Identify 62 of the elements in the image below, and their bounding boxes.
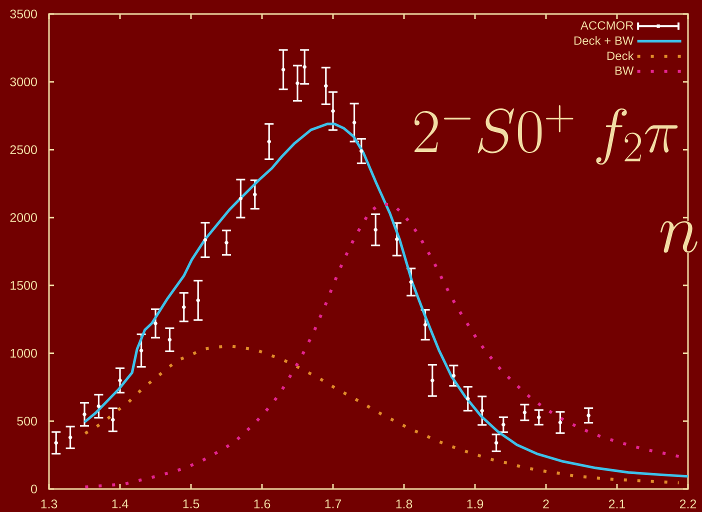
y-tick-label: 1000 [10,348,37,358]
x-tick-label: 1.6 [254,500,270,508]
x-tick-label: 2.1 [608,500,626,508]
legend-label: BW [615,66,634,75]
point [238,196,243,200]
point [154,322,158,326]
point [139,348,144,352]
point [331,109,335,113]
y-tick-label: 3000 [10,77,37,86]
x-tick-label: 2 [543,500,549,508]
y-tick-label: 2000 [10,213,37,222]
point [296,81,300,86]
point [423,322,428,327]
point [466,396,470,401]
x-tick-label: 1.8 [396,500,412,508]
point [360,149,364,153]
x-tick-label: 1.3 [41,500,58,508]
point [68,436,72,440]
point [352,120,356,124]
point [118,378,122,382]
point [224,240,228,245]
point [196,298,200,302]
point [182,305,186,310]
point [480,408,484,413]
point [501,422,506,427]
point [281,68,286,72]
point [522,410,527,414]
point [253,192,257,196]
x-tick-label: 1.4 [112,500,128,508]
point [586,414,590,418]
point [82,412,86,416]
point [537,415,541,420]
x-tick-label: 1.5 [183,500,200,508]
point [558,420,562,424]
x-tick-label: 1.7 [325,500,342,508]
y-tick-label: 1500 [10,281,37,290]
point [324,84,328,88]
y-tick-label: 500 [17,416,37,426]
legend-label: Deck + BW [574,36,634,45]
y-tick-label: 2500 [10,145,37,154]
x-tick-label: 2.2 [680,500,696,508]
annotation: $2^{-}S0^{+}\;f_{2}\pi$ [414,105,678,165]
point [267,140,271,144]
line-series [84,344,680,484]
point [374,228,378,232]
y-tick-label: 0 [31,484,37,494]
point [203,238,208,242]
point [409,280,413,284]
point [395,237,399,242]
legend-label: ACCMOR [580,21,634,30]
point [302,65,306,69]
annotation: $n$ [660,221,698,253]
point [111,418,115,422]
y-tick-label: 3500 [10,10,37,18]
point [168,338,172,342]
point [494,440,498,445]
point [430,378,434,382]
point [452,374,456,378]
point [54,440,58,445]
legend-label: Deck [607,51,634,60]
x-tick-label: 1.9 [467,500,484,508]
point [96,404,101,408]
